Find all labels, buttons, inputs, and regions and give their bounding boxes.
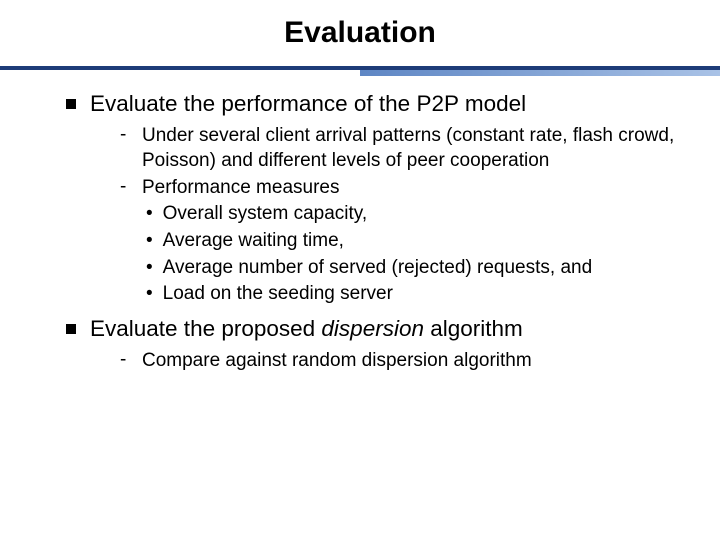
bullet-lvl3: • Overall system capacity,	[146, 202, 680, 227]
bullet-lvl2: - Compare against random dispersion algo…	[120, 349, 680, 374]
lvl2-group: - Under several client arrival patterns …	[120, 124, 680, 307]
dash-icon: -	[120, 349, 132, 371]
square-bullet-icon	[66, 99, 76, 109]
text-fragment: Evaluate the proposed	[90, 316, 321, 341]
bullet-text: Load on the seeding server	[163, 282, 393, 307]
bullet-text: Average waiting time,	[163, 229, 344, 254]
text-fragment: algorithm	[424, 316, 523, 341]
bullet-lvl3: • Average number of served (rejected) re…	[146, 256, 680, 281]
dot-icon: •	[146, 282, 153, 307]
title-divider	[0, 66, 720, 76]
divider-light	[360, 70, 720, 76]
bullet-lvl3: • Load on the seeding server	[146, 282, 680, 307]
bullet-text: Under several client arrival patterns (c…	[142, 124, 680, 173]
bullet-text: Compare against random dispersion algori…	[142, 349, 532, 374]
dot-icon: •	[146, 229, 153, 254]
bullet-text: Evaluate the proposed dispersion algorit…	[90, 315, 523, 343]
dot-icon: •	[146, 202, 153, 227]
bullet-text: Performance measures	[142, 176, 339, 201]
dash-icon: -	[120, 176, 132, 198]
lvl3-group: • Overall system capacity, • Average wai…	[146, 202, 680, 307]
bullet-text: Overall system capacity,	[163, 202, 367, 227]
bullet-lvl1: Evaluate the proposed dispersion algorit…	[66, 315, 680, 343]
bullet-text: Average number of served (rejected) requ…	[163, 256, 593, 281]
bullet-text: Evaluate the performance of the P2P mode…	[90, 90, 526, 118]
dash-icon: -	[120, 124, 132, 146]
square-bullet-icon	[66, 324, 76, 334]
text-fragment-italic: dispersion	[321, 316, 424, 341]
lvl2-group: - Compare against random dispersion algo…	[120, 349, 680, 374]
bullet-lvl3: • Average waiting time,	[146, 229, 680, 254]
bullet-lvl2: - Under several client arrival patterns …	[120, 124, 680, 173]
title-area: Evaluation	[0, 0, 720, 50]
bullet-lvl1: Evaluate the performance of the P2P mode…	[66, 90, 680, 118]
slide-title: Evaluation	[0, 16, 720, 50]
bullet-lvl2: - Performance measures	[120, 176, 680, 201]
slide: Evaluation Evaluate the performance of t…	[0, 0, 720, 540]
content-area: Evaluate the performance of the P2P mode…	[66, 90, 680, 382]
dot-icon: •	[146, 256, 153, 281]
